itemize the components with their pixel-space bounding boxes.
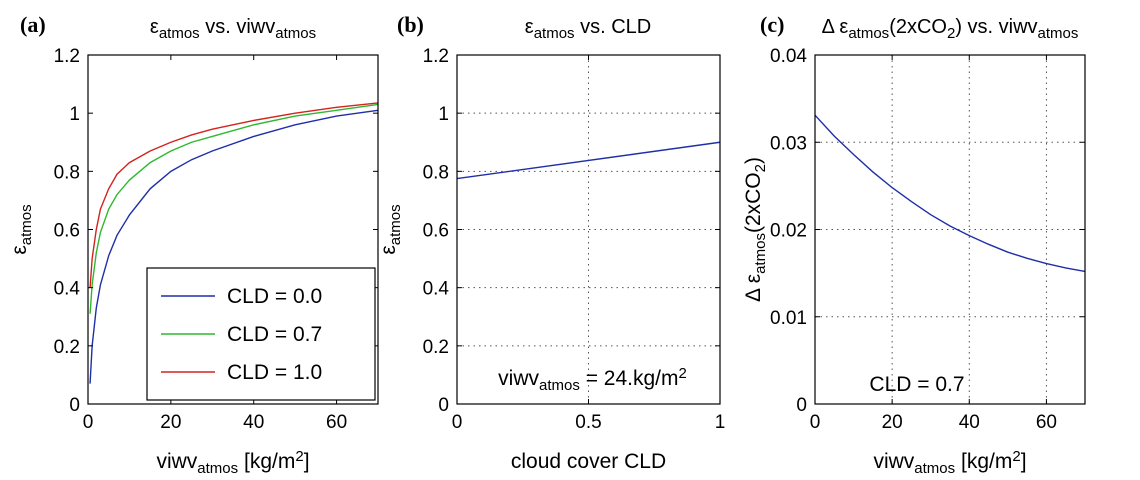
x-tick-label: 0 — [83, 412, 94, 433]
x-tick-label: 60 — [326, 412, 347, 433]
y-axis-label-part: Δ ε — [742, 274, 765, 302]
y-axis-label-part: (2xCO — [742, 172, 765, 233]
y-tick-label: 0.4 — [423, 279, 450, 300]
chart-title-part: atmos — [159, 25, 200, 42]
x-axis-label-part: viwv — [156, 450, 197, 473]
x-axis-label: viwvatmos [kg/m2] — [873, 448, 1026, 476]
series-line-1 — [89, 109, 379, 384]
x-axis-label-part: cloud cover CLD — [511, 450, 666, 473]
chart-title-part: atmos — [275, 25, 316, 42]
chart-title-part: (2xCO — [889, 16, 947, 38]
y-axis-label-part: atmos — [18, 204, 35, 245]
y-tick-label: 1 — [69, 104, 80, 125]
annotation-part: CLD = 0.7 — [869, 373, 964, 396]
chart-title-part: ε — [525, 16, 534, 38]
y-axis-label: εatmos — [377, 204, 404, 254]
y-axis-label-part: atmos — [387, 204, 404, 245]
y-tick-label: 0 — [796, 395, 807, 416]
x-axis-label: viwvatmos [kg/m2] — [156, 448, 309, 476]
y-tick-label: 1.2 — [423, 46, 449, 67]
chart-title: Δ εatmos(2xCO2) vs. viwvatmos — [822, 16, 1079, 42]
y-tick-label: 0 — [438, 395, 449, 416]
annotation-part: atmos — [539, 377, 580, 394]
series-line-1 — [456, 141, 721, 180]
y-axis-label-part: atmos — [752, 233, 769, 274]
x-tick-label: 20 — [160, 412, 181, 433]
x-tick-label: 40 — [243, 412, 264, 433]
y-tick-label: 0.8 — [54, 162, 80, 183]
legend-label: CLD = 1.0 — [227, 361, 322, 384]
y-tick-label: 1 — [438, 104, 449, 125]
panel-label: (c) — [760, 12, 784, 37]
y-tick-label: 0.2 — [423, 337, 449, 358]
y-axis-label-part: ε — [8, 245, 31, 254]
panel-label: (a) — [20, 12, 46, 37]
y-tick-label: 0.01 — [770, 308, 807, 329]
y-axis-label-part: ) — [742, 157, 765, 164]
panel-b: 0 0.5 100.20.40.60.811.2(b) εatmos vs. CLDc… — [377, 12, 725, 473]
y-axis-label-part: ε — [377, 245, 400, 254]
chart-title-part: Δ ε — [822, 16, 849, 38]
y-tick-label: 0 — [69, 395, 80, 416]
y-tick-label: 0.2 — [54, 337, 80, 358]
chart-title-part: vs. viwv — [200, 16, 276, 38]
chart-title-part: atmos — [534, 25, 575, 42]
legend-label: CLD = 0.7 — [227, 323, 322, 346]
x-axis-label-part: atmos — [197, 460, 238, 477]
y-axis-label: εatmos — [8, 204, 35, 254]
chart-title-part: atmos — [1038, 25, 1079, 42]
x-tick-label: 0.5 — [575, 412, 601, 433]
x-axis-label-part: atmos — [914, 460, 955, 477]
x-axis-label-part: viwv — [873, 450, 914, 473]
axes-frame — [814, 54, 1086, 405]
y-axis-label-part: 2 — [752, 164, 769, 172]
series-line-2 — [89, 103, 379, 314]
x-axis-label-part: ] — [304, 450, 310, 473]
y-tick-label: 0.6 — [54, 221, 80, 242]
chart-title-part: ε — [150, 16, 159, 38]
annotation-part: viwv — [498, 367, 539, 390]
x-axis-label-part: 2 — [295, 448, 303, 465]
y-tick-label: 0.03 — [770, 133, 807, 154]
series-line-1 — [814, 114, 1086, 273]
chart-title-part: vs. CLD — [575, 16, 652, 38]
x-tick-label: 0 — [810, 412, 821, 433]
chart-title-part: atmos — [848, 25, 889, 42]
chart-title: εatmos vs. CLD — [525, 16, 651, 42]
annotation: viwvatmos = 24.kg/m2 — [498, 365, 687, 393]
annotation-part: 2 — [679, 365, 687, 382]
y-tick-label: 0.02 — [770, 221, 807, 242]
legend-label: CLD = 0.0 — [227, 285, 322, 308]
x-axis-label-part: 2 — [1012, 448, 1020, 465]
annotation: CLD = 0.7 — [869, 373, 964, 396]
series-line-3 — [89, 102, 379, 288]
x-axis-label-part: [kg/m — [238, 450, 295, 473]
y-tick-label: 0.8 — [423, 162, 449, 183]
x-tick-label: 20 — [882, 412, 903, 433]
x-tick-label: 0 — [452, 412, 463, 433]
y-tick-label: 0.6 — [423, 221, 449, 242]
y-tick-label: 0.4 — [54, 279, 81, 300]
y-tick-label: 1.2 — [54, 46, 80, 67]
x-tick-label: 1 — [715, 412, 726, 433]
x-tick-label: 60 — [1036, 412, 1057, 433]
x-axis-label-part: ] — [1021, 450, 1027, 473]
chart-title-part: ) vs. viwv — [955, 16, 1037, 38]
annotation-part: = 24.kg/m — [580, 367, 679, 390]
y-axis-label: Δ εatmos(2xCO2) — [742, 157, 769, 302]
chart-title: εatmos vs. viwvatmos — [150, 16, 316, 42]
x-tick-label: 40 — [959, 412, 980, 433]
y-tick-label: 0.04 — [770, 46, 807, 67]
x-axis-label-part: [kg/m — [955, 450, 1012, 473]
panel-label: (b) — [397, 12, 424, 37]
chart-title-part: 2 — [947, 25, 955, 42]
x-axis-label: cloud cover CLD — [511, 450, 666, 473]
